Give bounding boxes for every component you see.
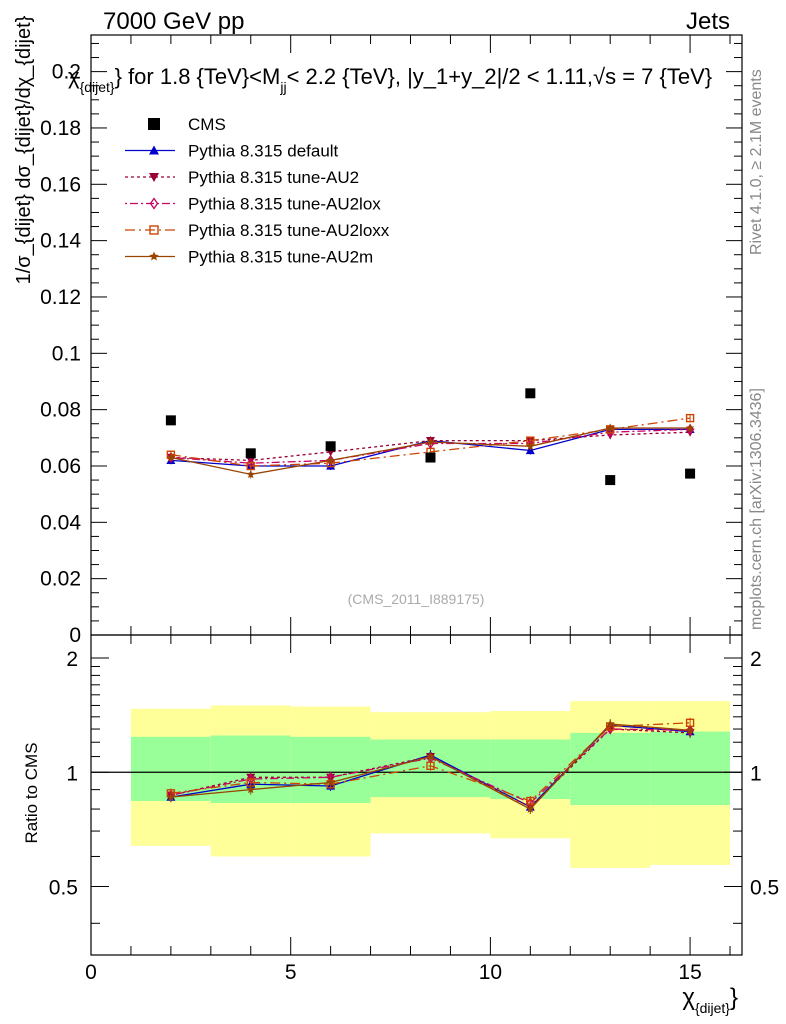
main-y-axis-title: 1/σ_{dijet} dσ_{dijet}/dχ_{dijet} xyxy=(13,15,35,284)
header-left: 7000 GeV pp xyxy=(103,8,244,35)
ratio-y-tick-label: 1 xyxy=(66,762,78,785)
legend: CMS Pythia 8.315 default Pythia 8.315 tune… xyxy=(125,115,390,267)
data-point xyxy=(245,448,256,459)
main-plot-content xyxy=(165,388,696,486)
ratio-marker xyxy=(685,725,695,734)
main-y-tick-label: 0.1 xyxy=(52,342,81,365)
mc-marker xyxy=(246,461,255,471)
x-tick-label: 10 xyxy=(479,961,502,984)
main-y-tick-label-zero: 0 xyxy=(69,624,81,647)
ratio-y-tick-label: 2 xyxy=(66,648,78,671)
mc-marker xyxy=(526,441,535,450)
data-point xyxy=(325,441,336,452)
mc-marker xyxy=(166,453,176,462)
mc-marker xyxy=(326,455,335,464)
plot-title: χ{dijet}} for 1.8 {TeV}<Mjj< 2.2 {TeV}, … xyxy=(68,64,712,95)
ratio-band-inner xyxy=(490,739,571,800)
x-tick-label: 15 xyxy=(678,961,701,984)
ratio-marker xyxy=(326,777,335,787)
ratio-marker xyxy=(246,785,256,794)
mc-marker xyxy=(246,469,256,479)
data-point xyxy=(605,475,616,486)
ratio-marker xyxy=(166,792,176,801)
ratio-marker xyxy=(606,723,615,735)
legend-marker xyxy=(148,118,160,130)
title-text-b: < 2.2 {TeV}, |y_1+y_2|/2 < 1.11, xyxy=(287,64,593,89)
legend-marker xyxy=(149,145,159,155)
legend-label: Pythia 8.315 tune-AU2 xyxy=(188,168,359,187)
mc-marker xyxy=(685,423,695,432)
main-y-tick-label: 0.08 xyxy=(40,399,81,422)
side-text-rivet: Rivet 4.1.0, ≥ 2.1M events xyxy=(748,69,765,255)
analysis-watermark: (CMS_2011_I889175) xyxy=(348,591,485,607)
ratio-y-tick-label: 0.5 xyxy=(49,877,78,900)
main-y-tick-label: 0.04 xyxy=(40,511,81,534)
mc-marker xyxy=(685,413,695,423)
title-mjj-sub: jj xyxy=(279,79,286,95)
main-y-tick-label-top: 0.2 xyxy=(52,61,81,84)
axes: 0.02 0.04 0.06 0.08 0.1 0.12 0.14 0.16 0.18 0 0.2 0… xyxy=(40,35,779,984)
title-text-c: = 7 {TeV} xyxy=(616,64,712,89)
legend-label: Pythia 8.315 default xyxy=(188,142,339,161)
title-text-a: } for 1.8 {TeV}<M xyxy=(115,64,281,89)
legend-marker xyxy=(149,251,159,261)
header-right: Jets xyxy=(686,8,730,35)
data-point xyxy=(425,452,436,463)
legend-label: Pythia 8.315 tune-AU2loxx xyxy=(188,221,390,240)
mc-marker xyxy=(426,437,435,446)
ratio-band-inner xyxy=(650,731,731,805)
title-chi-sub: {dijet} xyxy=(80,79,115,95)
data-point xyxy=(685,468,696,479)
ratio-y-tick-label-right: 2 xyxy=(750,648,762,671)
main-y-tick-label: 0.14 xyxy=(40,230,81,253)
side-text-mcplots: mcplots.cern.ch [arXiv:1306.3436] xyxy=(748,388,765,630)
main-y-tick-label: 0.06 xyxy=(40,455,81,478)
legend-label: Pythia 8.315 tune-AU2lox xyxy=(188,195,381,214)
ratio-plot-content xyxy=(91,701,742,868)
main-y-tick-label: 0.02 xyxy=(40,568,81,591)
main-y-tick-label: 0.16 xyxy=(40,173,81,196)
main-y-tick-label: 0.12 xyxy=(40,286,81,309)
legend-label: Pythia 8.315 tune-AU2m xyxy=(188,248,373,267)
x-axis-title: χ{dijet}} xyxy=(682,984,738,1016)
ratio-marker xyxy=(605,719,615,728)
legend-marker xyxy=(149,173,159,182)
ratio-plot-frame xyxy=(90,634,743,956)
x-tick-label: 0 xyxy=(85,961,97,984)
ratio-y-tick-label-right: 1 xyxy=(750,762,762,785)
ratio-y-axis-title: Ratio to CMS xyxy=(22,742,41,843)
ratio-y-tick-label-right: 0.5 xyxy=(750,877,779,900)
ratio-marker xyxy=(426,761,435,771)
legend-label: CMS xyxy=(188,115,226,134)
title-chi: χ xyxy=(68,64,80,89)
data-point xyxy=(525,388,536,399)
ratio-marker xyxy=(426,752,435,761)
legend-marker xyxy=(149,197,159,210)
mc-marker xyxy=(605,423,615,432)
x-tick-label: 5 xyxy=(285,961,297,984)
ratio-marker xyxy=(526,804,535,813)
ratio-band-inner xyxy=(570,732,651,805)
data-point xyxy=(165,415,176,426)
title-sqrt: √s xyxy=(593,64,616,89)
legend-marker xyxy=(149,225,159,235)
ratio-band-inner xyxy=(290,736,371,803)
main-y-tick-label: 0.18 xyxy=(40,117,81,140)
